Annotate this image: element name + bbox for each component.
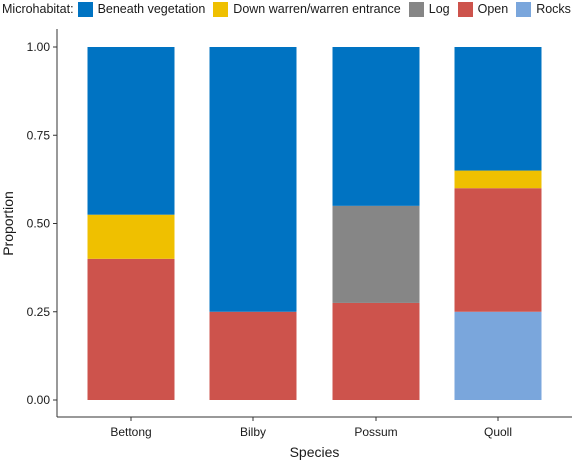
- x-tick-label: Bilby: [240, 425, 266, 439]
- legend-swatch: [408, 1, 424, 17]
- legend-label: Log: [428, 2, 450, 16]
- legend-swatch: [213, 1, 229, 17]
- bar-possum-log: [332, 205, 420, 303]
- legend-item-down-warren-warren-entrance: Down warren/warren entrance: [213, 1, 401, 17]
- bar-quoll-beneath-vegetation: [454, 47, 542, 171]
- legend-title: Microhabitat:: [2, 2, 74, 16]
- bar-bettong-open: [87, 258, 175, 400]
- legend-label: Rocks: [536, 2, 571, 16]
- y-axis-title: Proportion: [0, 191, 16, 256]
- legend-label: Open: [477, 2, 509, 16]
- x-tick-label: Possum: [354, 425, 397, 439]
- legend-swatch: [516, 1, 532, 17]
- bar-quoll-open: [454, 188, 542, 312]
- y-tick-label: 1.00: [27, 40, 51, 54]
- bar-bilby-beneath-vegetation: [209, 47, 297, 312]
- legend-label: Beneath vegetation: [97, 2, 206, 16]
- legend-swatch: [77, 1, 93, 17]
- x-tick-label: Bettong: [110, 425, 151, 439]
- legend-item-beneath-vegetation: Beneath vegetation: [77, 1, 206, 17]
- bars: [87, 47, 542, 400]
- legend-label: Down warren/warren entrance: [233, 2, 401, 16]
- legend-item-log: Log: [408, 1, 450, 17]
- axes: 0.00 0.25 0.50 0.75 1.00 Bettong Bilby Possum Qu…: [27, 29, 572, 439]
- x-tick-label: Quoll: [484, 425, 512, 439]
- bar-bilby-open: [209, 311, 297, 400]
- bar-quoll-rocks: [454, 311, 542, 400]
- x-axis-title: Species: [290, 444, 340, 460]
- legend-items: Beneath vegetation Down warren/warren ent…: [77, 1, 571, 17]
- legend-item-rocks: Rocks: [516, 1, 571, 17]
- legend-swatch: [457, 1, 473, 17]
- bar-possum-beneath-vegetation: [332, 47, 420, 206]
- legend: Microhabitat: Beneath vegetation Down war…: [2, 0, 571, 18]
- bar-bettong-beneath-vegetation: [87, 47, 175, 215]
- y-tick-label: 0.25: [27, 305, 51, 319]
- bar-quoll-down-warren-warren-entrance: [454, 170, 542, 189]
- legend-item-open: Open: [457, 1, 509, 17]
- y-tick-label: 0.75: [27, 128, 51, 142]
- bar-possum-open: [332, 302, 420, 400]
- bar-bettong-down-warren-warren-entrance: [87, 214, 175, 259]
- y-tick-label: 0.00: [27, 393, 51, 407]
- y-tick-label: 0.50: [27, 217, 51, 231]
